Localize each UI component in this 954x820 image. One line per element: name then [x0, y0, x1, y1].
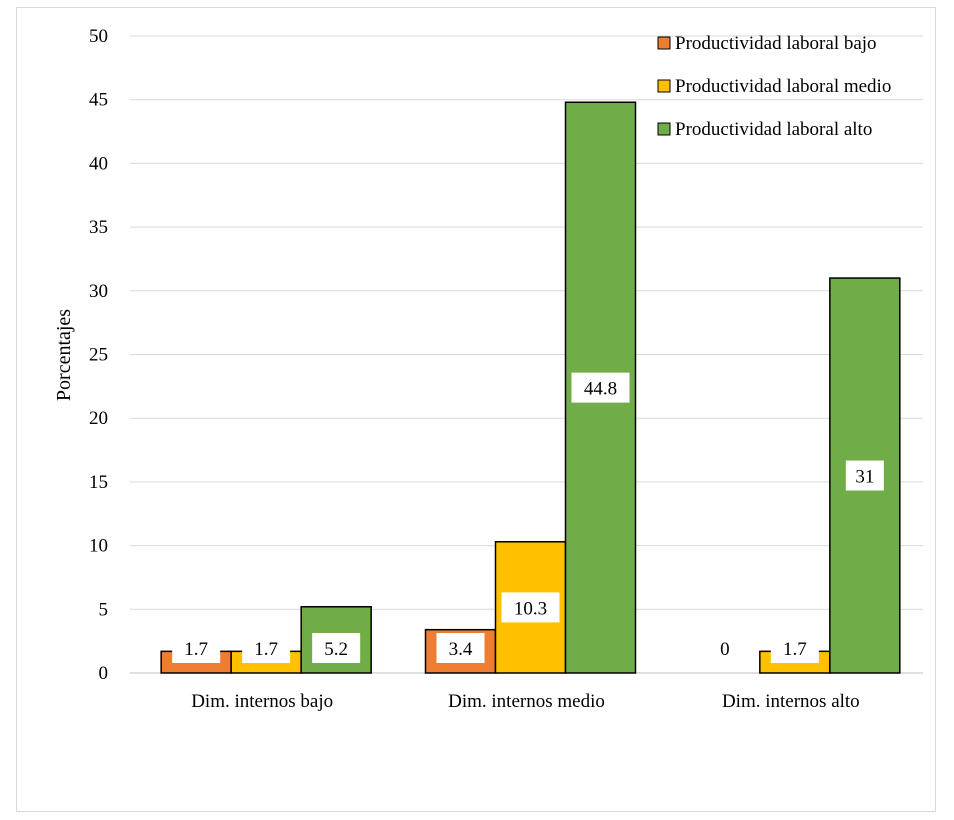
legend-swatch — [657, 36, 671, 50]
y-tick-labels: 0 5 10 15 20 25 30 35 40 45 50 — [89, 26, 108, 684]
y-tick-label: 40 — [89, 153, 108, 174]
y-tick-label: 35 — [89, 217, 108, 238]
x-category-label: Dim. internos alto — [722, 691, 860, 712]
data-label: 3.4 — [449, 639, 473, 660]
data-label: 44.8 — [584, 379, 617, 400]
data-label-box — [501, 592, 560, 623]
data-labels: 1.7 1.7 5.2 3.4 10.3 44.8 0 1.7 31 — [172, 372, 884, 663]
y-tick-label: 50 — [89, 26, 108, 47]
data-label-box — [571, 372, 630, 403]
data-label: 0 — [720, 639, 730, 660]
legend-label: Productividad laboral alto — [675, 119, 872, 140]
x-category-labels: Dim. internos bajo Dim. internos medio Dim… — [191, 691, 860, 712]
legend: Productividad laboral bajo Productividad … — [657, 33, 891, 140]
data-label-box — [845, 460, 884, 491]
y-tick-label: 0 — [99, 663, 109, 684]
y-tick-label: 45 — [89, 90, 108, 111]
data-label-box — [242, 633, 291, 663]
legend-label: Productividad laboral medio — [675, 76, 891, 97]
legend-label: Productividad laboral bajo — [675, 33, 877, 54]
bars — [160, 101, 901, 674]
data-label: 1.7 — [254, 639, 278, 660]
legend-swatch — [657, 79, 671, 93]
data-label-box — [770, 633, 819, 663]
data-label: 31 — [855, 467, 874, 488]
y-tick-label: 20 — [89, 408, 108, 429]
y-tick-label: 15 — [89, 472, 108, 493]
y-tick-label: 10 — [89, 536, 108, 557]
y-axis-label: Porcentajes — [53, 309, 75, 401]
x-category-label: Dim. internos bajo — [191, 691, 333, 712]
data-label: 1.7 — [783, 639, 807, 660]
y-tick-label: 30 — [89, 281, 108, 302]
data-label-box — [172, 633, 221, 663]
data-label: 1.7 — [184, 639, 208, 660]
data-label-box — [312, 633, 361, 663]
data-label-box — [436, 633, 485, 663]
chart-frame — [16, 7, 936, 812]
legend-swatch — [657, 122, 671, 136]
x-category-label: Dim. internos medio — [448, 691, 605, 712]
data-label: 10.3 — [514, 598, 547, 619]
y-tick-label: 25 — [89, 345, 108, 366]
data-label: 5.2 — [324, 639, 348, 660]
y-tick-label: 5 — [99, 599, 109, 620]
